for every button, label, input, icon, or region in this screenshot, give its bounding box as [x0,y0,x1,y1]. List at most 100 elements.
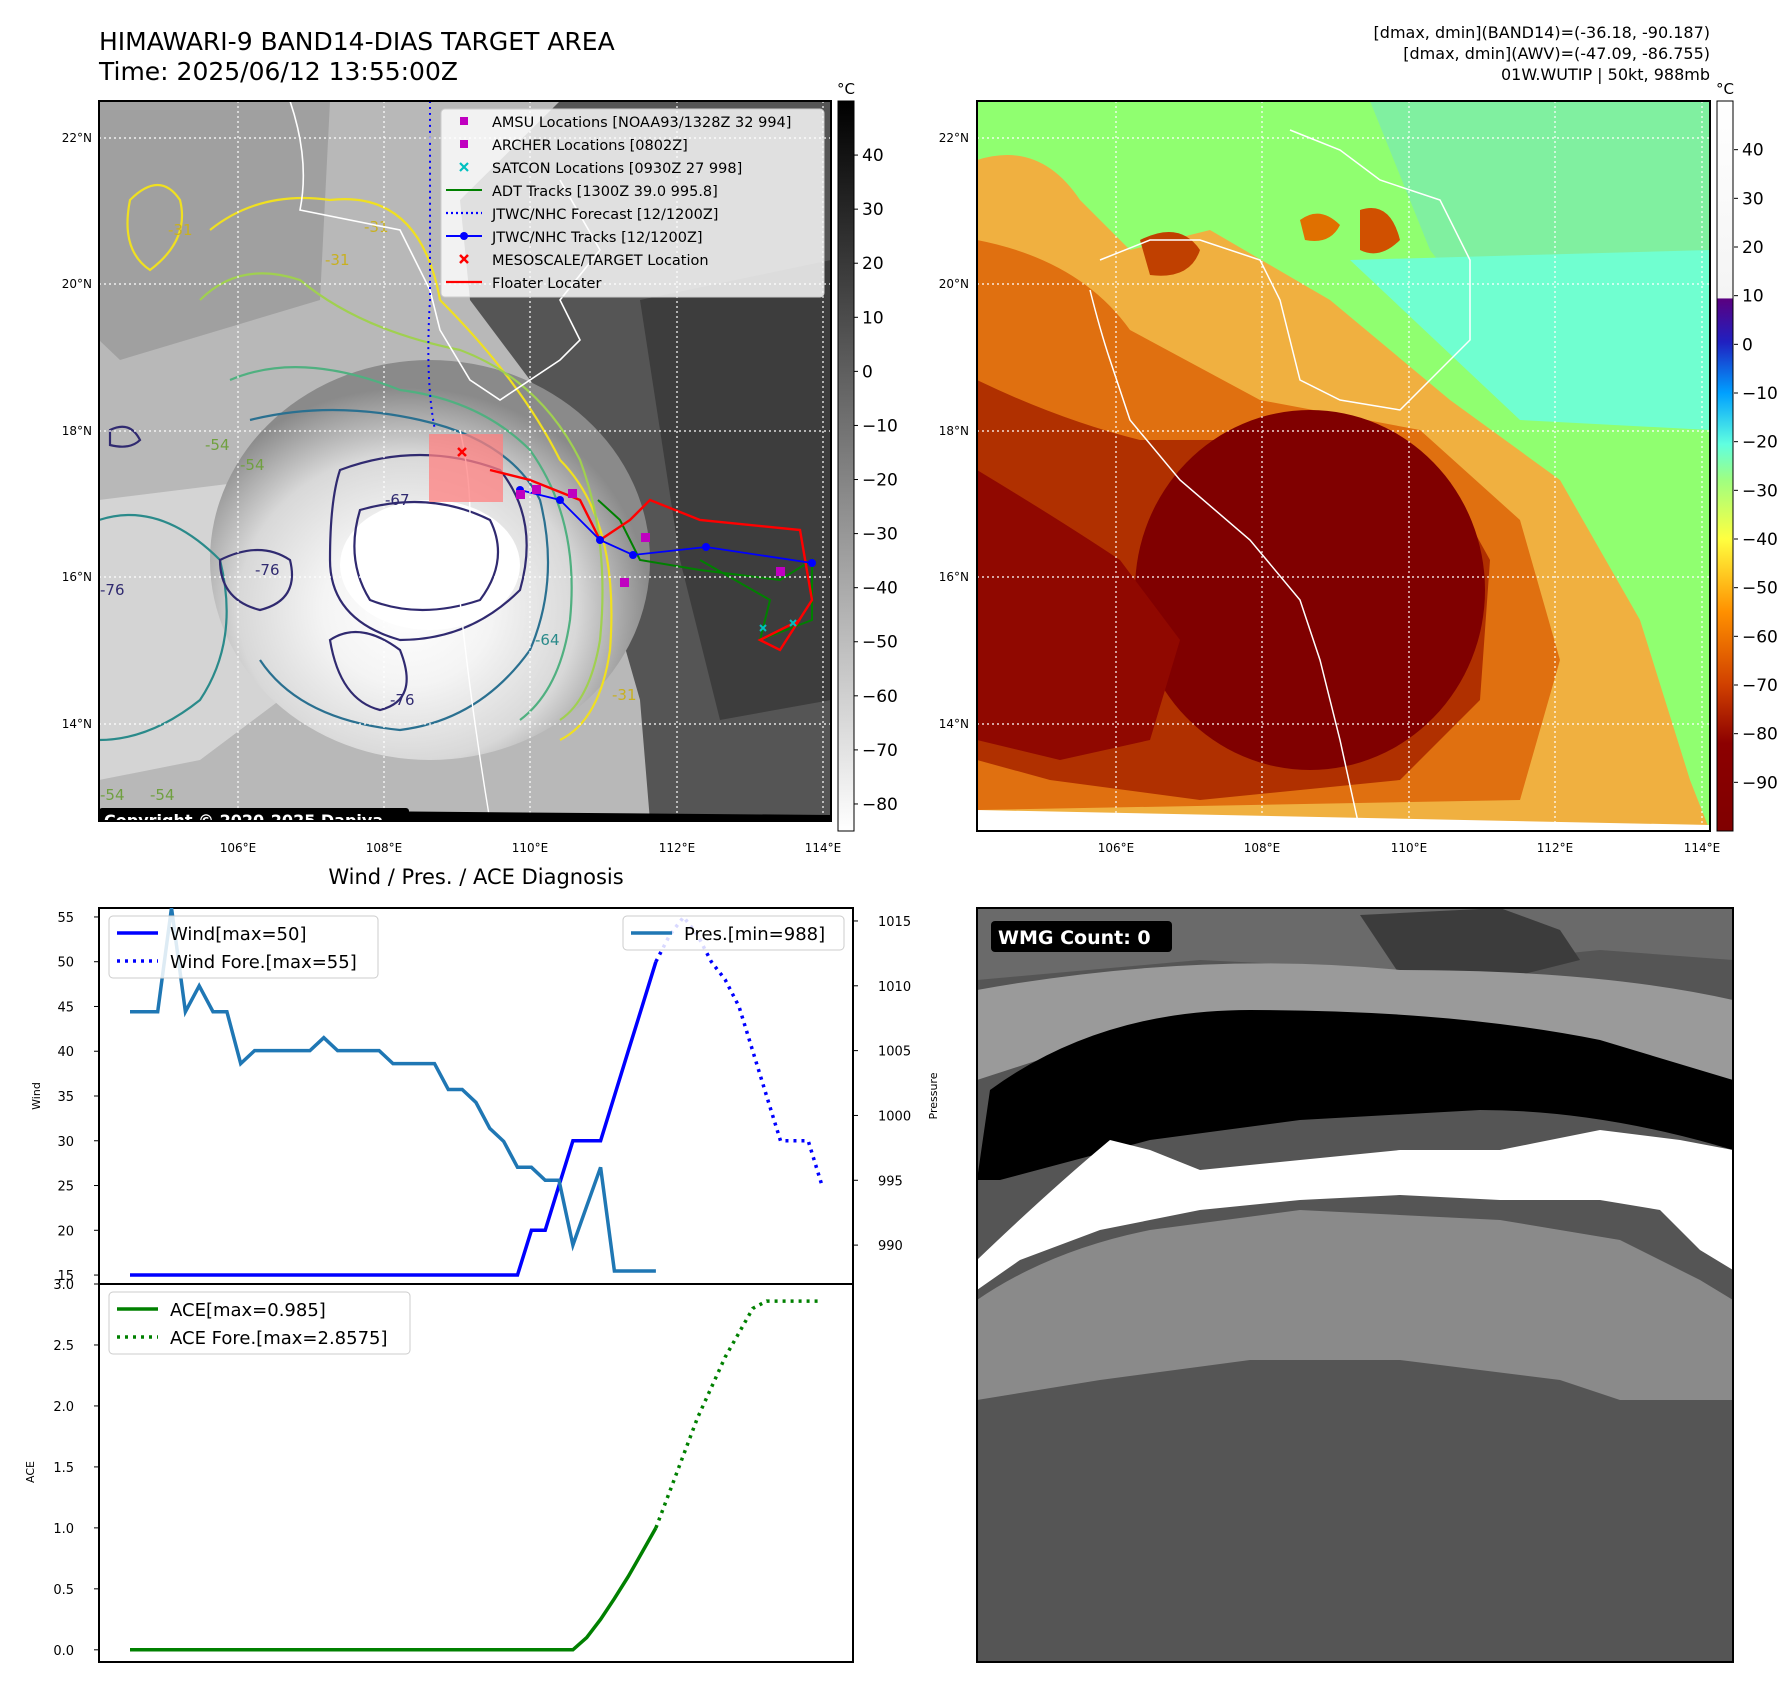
ace-axis-label: ACE [24,1461,37,1483]
info-band14: [dmax, dmin](BAND14)=(-36.18, -90.187) [1374,23,1710,42]
wmg-count-badge [991,921,1172,952]
awv-map [977,101,1710,831]
contour-label: -54 [150,786,175,804]
colorbar-tick: 20 [1742,238,1764,258]
lon-tick: 112°E [659,841,696,855]
lon-tick: 108°E [366,841,403,855]
wind-legend: Wind[max=50] Wind Fore.[max=55] [108,915,379,979]
series-line-2 [130,908,656,1273]
legend-jtwc-tracks: JTWC/NHC Tracks [12/1200Z] [491,230,703,246]
contour-label: -64 [535,631,560,649]
colorbar-tick: −70 [1742,676,1778,696]
colorbar-unit: °C [837,80,855,98]
lat-tick: 14°N [939,717,969,731]
colorbar-tick: −20 [862,471,898,491]
diagnosis-title: Wind / Pres. / ACE Diagnosis [328,865,623,889]
lat-tick: 18°N [62,424,92,438]
figure-title: HIMAWARI-9 BAND14-DIAS TARGET AREA [99,27,615,56]
pressure-tick: 1010 [878,980,911,995]
ace-tick: 0.0 [53,1644,74,1659]
colorbar-tick: −90 [1742,773,1778,793]
contour-label: -76 [390,691,415,709]
contour-label: -31 [168,221,193,239]
colorbar-tick: −50 [1742,579,1778,599]
info-storm: 01W.WUTIP | 50kt, 988mb [1501,65,1710,84]
contour-label: -31 [612,686,637,704]
wind-tick: 35 [57,1090,74,1105]
legend-adt: ADT Tracks [1300Z 39.0 995.8] [492,184,718,200]
colorbar-tick: −80 [862,795,898,815]
legend-ace-forecast: ACE Fore.[max=2.8575] [170,1328,388,1349]
wind-tick: 20 [57,1224,74,1239]
legend-wind: Wind[max=50] [170,924,307,945]
wind-pres-panel: 15 20 25 30 35 40 45 50 55 990 995 1000 1005 1010 101… [30,907,940,1285]
ace-legend: ACE[max=0.985] ACE Fore.[max=2.8575] [108,1291,411,1355]
contour-label: -31 [364,218,389,236]
info-awv: [dmax, dmin](AWV)=(-47.09, -86.755) [1403,44,1710,63]
pressure-tick: 1005 [878,1045,911,1060]
figure-time: Time: 2025/06/12 13:55:00Z [98,57,458,86]
lon-tick: 112°E [1537,841,1574,855]
lat-tick: 16°N [62,570,92,584]
lon-tick: 106°E [1098,841,1135,855]
colorbar-tick: −10 [1742,384,1778,404]
legend-ace: ACE[max=0.985] [170,1300,326,1321]
colorbar-tick: 10 [862,308,884,328]
legend-satcon: SATCON Locations [0930Z 27 998] [492,161,742,177]
legend-archer: ARCHER Locations [0802Z] [492,138,688,154]
colorbar-tick: −30 [862,525,898,545]
awv-colorbar: °C 40 30 20 10 0 −10 −20 −30 −40 −50 −60 −70 −80 −90 [1716,80,1778,832]
legend-target: MESOSCALE/TARGET Location [492,253,709,269]
pressure-tick: 990 [878,1239,903,1254]
contour-label: -54 [100,786,125,804]
ace-tick: 2.5 [53,1339,74,1354]
pressure-tick: 1000 [878,1109,911,1124]
legend-floater: Floater Locater [492,276,601,292]
colorbar-tick: −20 [1742,433,1778,453]
colorbar-tick: −60 [1742,627,1778,647]
pressure-legend: Pres.[min=988] [622,915,845,951]
colorbar-tick: −30 [1742,481,1778,501]
lat-tick: 14°N [62,717,92,731]
wmg-panel [977,908,1733,1662]
wind-tick: 15 [57,1269,74,1284]
lat-tick: 18°N [939,424,969,438]
ace-tick: 0.5 [53,1583,74,1598]
contour-label: -54 [240,456,265,474]
colorbar-tick: 0 [862,362,873,382]
contour-label: -31 [325,251,350,269]
wind-tick: 50 [57,956,74,971]
lon-tick: 114°E [1684,841,1721,855]
series-line-0 [130,961,658,1277]
contour-label: -76 [255,561,280,579]
ace-tick: 3.0 [53,1278,74,1293]
colorbar-tick: −70 [862,741,898,761]
colorbar-tick: 40 [862,146,884,166]
wind-tick: 55 [57,911,74,926]
pressure-tick: 1015 [878,915,911,930]
legend-wind-forecast: Wind Fore.[max=55] [170,952,357,973]
legend-pressure: Pres.[min=988] [684,924,825,945]
colorbar-tick: −10 [862,416,898,436]
colorbar-tick: −40 [1742,530,1778,550]
colorbar-tick: 20 [862,254,884,274]
wind-tick: 40 [57,1045,74,1060]
legend-jtwc-forecast: JTWC/NHC Forecast [12/1200Z] [491,207,718,223]
lon-tick: 110°E [1391,841,1428,855]
colorbar-tick: 10 [1742,287,1764,307]
lat-tick: 20°N [939,277,969,291]
ace-tick: 1.0 [53,1522,74,1537]
colorbar-tick: 0 [1742,335,1753,355]
lat-tick: 20°N [62,277,92,291]
colorbar-tick: −60 [862,687,898,707]
lat-tick: 22°N [62,131,92,145]
contour-label: -54 [205,436,230,454]
ace-tick: 2.0 [53,1400,74,1415]
lon-tick: 114°E [805,841,842,855]
wind-axis-label: Wind [30,1082,43,1110]
lon-tick: 108°E [1244,841,1281,855]
map-legend: AMSU Locations [NOAA93/1328Z 32 994] ARC… [440,108,825,298]
contour-label: -67 [385,491,410,509]
lat-tick: 22°N [939,131,969,145]
